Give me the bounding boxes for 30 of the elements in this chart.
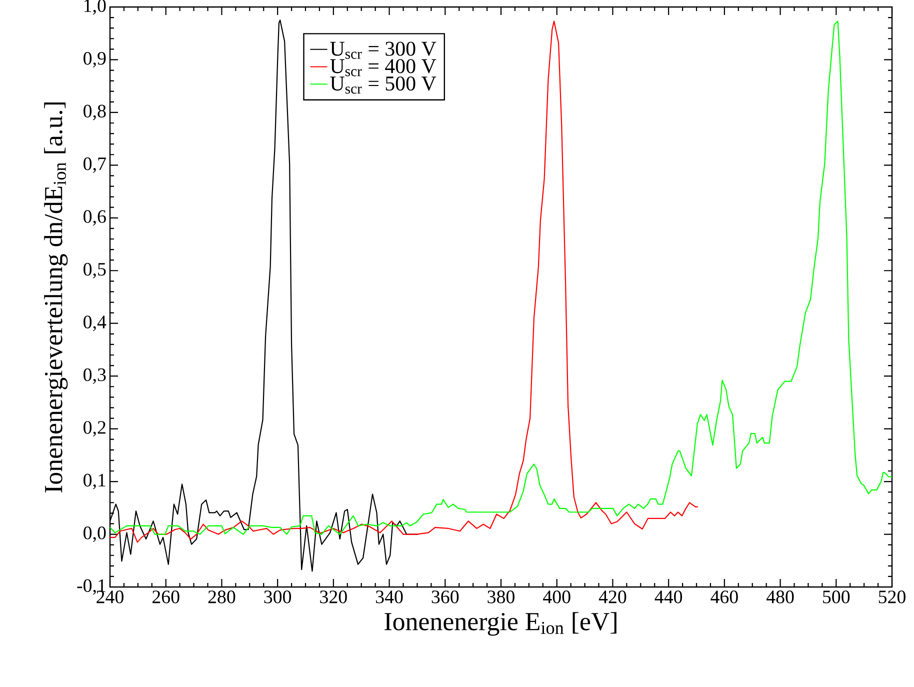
y-tick-label: 0,2 (84, 421, 106, 437)
legend-label: U$_{scr}$ = 300 V (330, 42, 436, 59)
x-tick-label: 440 (654, 590, 682, 604)
x-tick-label: 320 (320, 590, 347, 604)
y-tick-label: 0,6 (84, 210, 106, 226)
y-tick-label: 0,0 (84, 526, 106, 542)
x-tick-label: 380 (488, 590, 514, 604)
x-tick-label: 480 (766, 590, 794, 604)
x-axis-title: Ionenenergie E$_{ion}$ [eV] (384, 612, 616, 636)
y-tick-label: 0,9 (84, 52, 106, 68)
line-series (110, 20, 892, 535)
y-tick-label: 0,1 (84, 474, 106, 490)
x-tick-label: 420 (598, 590, 626, 604)
x-tick-label: 520 (878, 590, 906, 604)
y-axis-title: Ionenenergieverteilung dn/dE$_{ion}$ [a.u.] (44, 102, 68, 493)
x-tick-label: 260 (152, 590, 180, 604)
legend-label: U$_{scr}$ = 500 V (330, 76, 436, 94)
x-tick-label: 360 (432, 590, 459, 604)
x-tick-label: 500 (823, 590, 850, 604)
x-tick-label: 300 (264, 590, 292, 604)
y-tick-label: 0,4 (84, 316, 106, 332)
legend-label: U$_{scr}$ = 400 V (330, 59, 436, 76)
x-tick-label: 460 (710, 590, 738, 604)
x-tick-label: 340 (376, 590, 403, 604)
x-tick-label: 400 (543, 590, 570, 604)
x-tick-label: 280 (208, 590, 236, 604)
y-tick-label: 0,5 (84, 262, 106, 278)
y-tick-label: 0,3 (84, 368, 106, 384)
y-tick-label: 0,8 (84, 104, 106, 120)
y-tick-label: 0,7 (84, 157, 106, 173)
